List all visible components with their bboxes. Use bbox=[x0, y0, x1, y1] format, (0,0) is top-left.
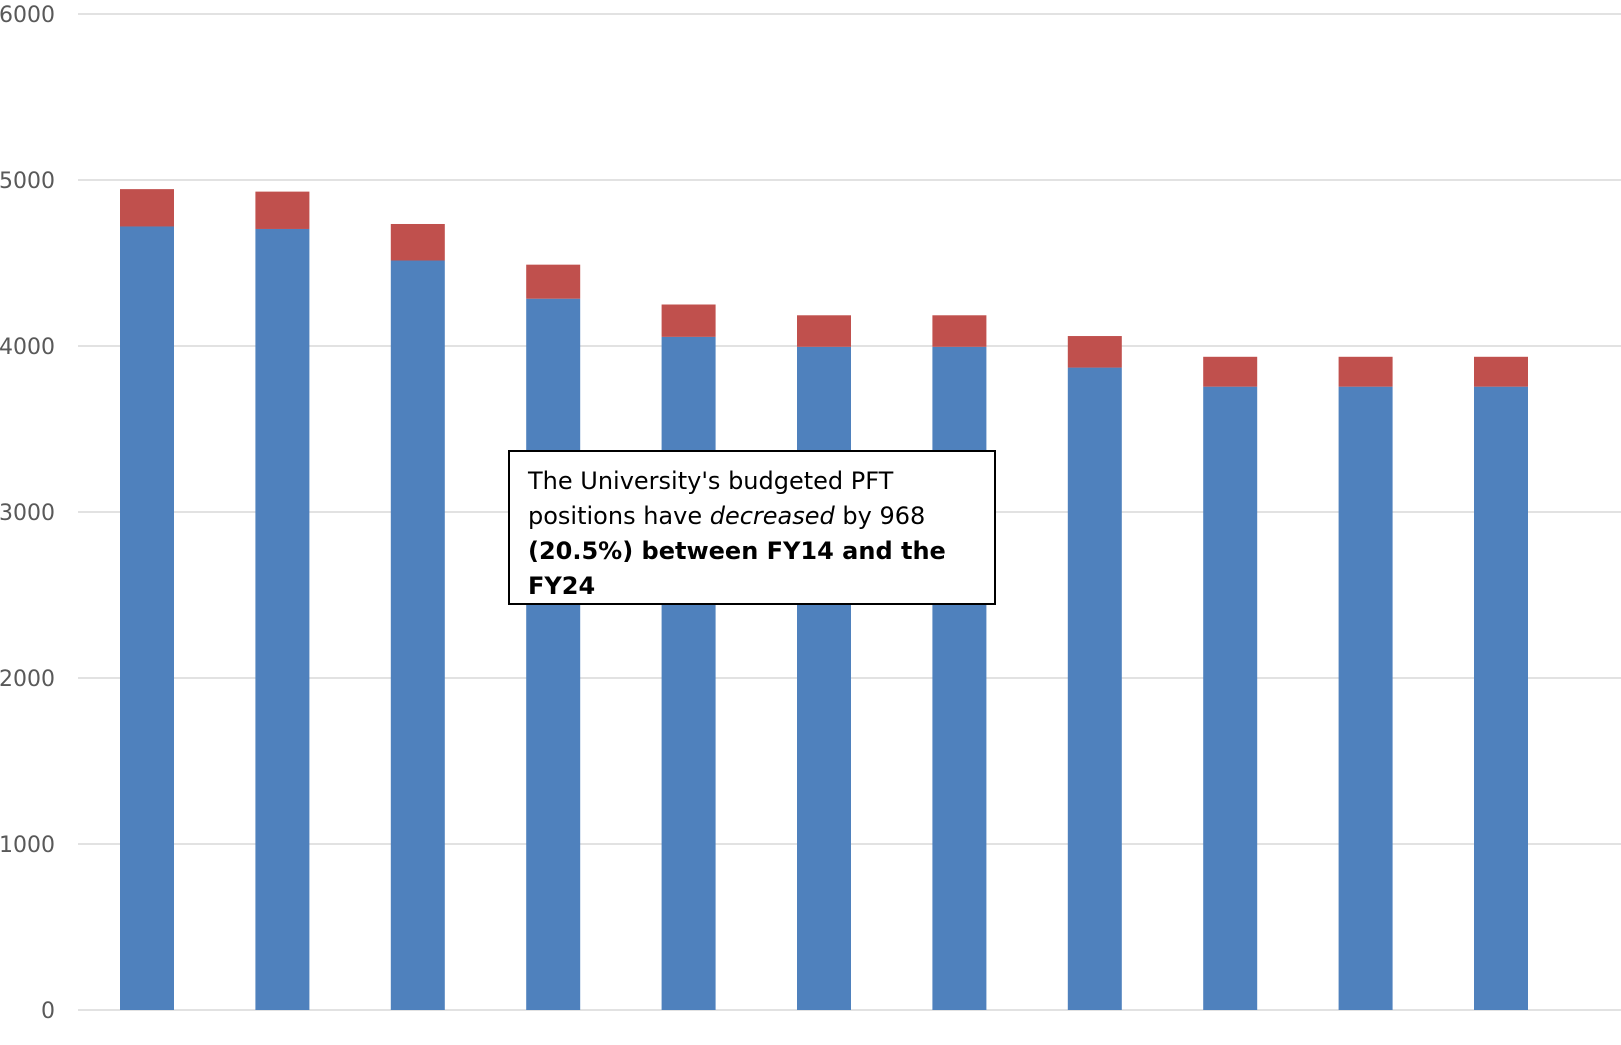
annotation-bold-text: (20.5%) between FY14 and the FY24 bbox=[528, 537, 946, 600]
annotation-callout: The University's budgeted PFT positions … bbox=[508, 450, 996, 605]
bar-segment-upper bbox=[1203, 356, 1258, 387]
bar-segment-upper bbox=[661, 304, 716, 337]
y-tick-label: 3000 bbox=[0, 501, 55, 526]
bar-segment-upper bbox=[1474, 356, 1528, 387]
annotation-line-2-end: by 968 bbox=[834, 502, 926, 530]
bar-segment-upper bbox=[932, 315, 987, 347]
bar-segment-lower bbox=[932, 346, 987, 1011]
bar-segment-lower bbox=[390, 260, 445, 1010]
y-axis-tick-labels: 0 1000 2000 3000 4000 5000 6000 bbox=[0, 3, 55, 1024]
y-tick-label: 6000 bbox=[0, 3, 55, 28]
y-tick-label: 4000 bbox=[0, 335, 55, 360]
bar-segment-upper bbox=[390, 223, 445, 261]
bar-segment-upper bbox=[1338, 356, 1393, 387]
bar-segment-lower bbox=[1474, 386, 1528, 1010]
bar-segment-lower bbox=[661, 336, 716, 1010]
bar-segment-upper bbox=[255, 191, 310, 229]
y-tick-label: 2000 bbox=[0, 667, 55, 692]
annotation-line-2-start: positions have bbox=[528, 502, 710, 530]
bar-segment-lower bbox=[1203, 386, 1258, 1010]
bar-segment-lower bbox=[797, 346, 851, 1011]
bar-segment-lower bbox=[255, 228, 310, 1011]
y-tick-label: 1000 bbox=[0, 833, 55, 858]
bars bbox=[120, 189, 1528, 1011]
annotation-line-3: (20.5%) between FY14 and the FY24 bbox=[528, 534, 976, 604]
bar-segment-upper bbox=[120, 189, 174, 227]
bar-segment-upper bbox=[526, 264, 581, 299]
y-tick-label: 5000 bbox=[0, 169, 55, 194]
bar-segment-lower bbox=[526, 298, 581, 1010]
annotation-line-1: The University's budgeted PFT bbox=[528, 467, 894, 495]
y-tick-label: 0 bbox=[41, 999, 55, 1024]
bar-segment-lower bbox=[1338, 386, 1393, 1010]
bar-segment-lower bbox=[1067, 367, 1122, 1011]
bar-segment-upper bbox=[1067, 336, 1122, 368]
annotation-emphasis: decreased bbox=[709, 502, 835, 530]
annotation-line-2: positions have decreased by 968 bbox=[528, 499, 976, 534]
bar-segment-upper bbox=[797, 315, 851, 347]
bar-segment-lower bbox=[120, 226, 174, 1011]
